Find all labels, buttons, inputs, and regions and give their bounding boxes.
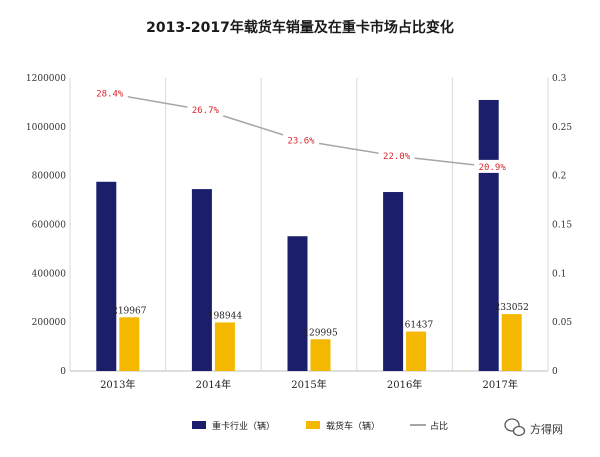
bar <box>406 331 427 371</box>
ratio-label-bg <box>283 133 319 147</box>
ratio-value-label: 20.9% <box>479 163 507 173</box>
y-left-tick-label: 1000000 <box>26 123 66 133</box>
x-tick-label: 2013年 <box>100 378 135 391</box>
axes: 0 200000 400000 600000 800000 1000000 1200000 0… <box>26 74 572 391</box>
ratio-value-label: 28.4% <box>96 90 124 100</box>
watermark-text: 方得网 <box>530 422 563 436</box>
legend-label: 重卡行业（辆） <box>212 420 275 432</box>
ratio-label-bg <box>378 149 415 163</box>
bar-value-label: 161437 <box>399 321 434 331</box>
bar-value-label: 129995 <box>303 328 338 338</box>
bar <box>119 317 140 371</box>
bar-value-label: 219967 <box>112 306 147 316</box>
wechat-icon <box>504 418 526 437</box>
grid <box>69 78 549 371</box>
ratio-line <box>108 92 494 169</box>
y-left-tick-label: 200000 <box>32 318 67 328</box>
legend-label: 载货车（辆） <box>326 420 380 432</box>
y-left-tick-label: 1200000 <box>26 74 66 84</box>
y-right-tick-label: 0.25 <box>552 123 572 133</box>
y-right-tick-label: 0.05 <box>552 318 572 328</box>
data-labels: 219967 198944 129995 161437 233052 28.4% 26.7%… <box>91 86 529 338</box>
y-left-tick-label: 0 <box>60 367 66 377</box>
legend-swatch <box>192 421 206 429</box>
y-right-tick-label: 0.2 <box>552 172 566 182</box>
bar <box>383 192 404 371</box>
ratio-value-label: 23.6% <box>287 137 315 147</box>
ratio-value-label: 26.7% <box>192 106 220 116</box>
legend-swatch <box>306 421 320 429</box>
bar <box>287 236 308 371</box>
bars <box>96 99 522 371</box>
ratio-value-label: 22.0% <box>383 152 411 162</box>
bar-value-label: 233052 <box>495 303 529 313</box>
y-left-tick-label: 400000 <box>32 269 67 279</box>
bar-value-label: 198944 <box>208 311 243 321</box>
x-tick-label: 2016年 <box>387 378 422 391</box>
ratio-line-path <box>109 92 493 168</box>
ratio-label-bg <box>187 103 224 117</box>
bar <box>191 189 212 371</box>
bar <box>96 181 117 371</box>
y-right-tick-label: 0.1 <box>552 269 566 279</box>
y-right-tick-label: 0.3 <box>552 74 567 84</box>
y-right-tick-label: 0 <box>552 367 558 377</box>
x-tick-label: 2015年 <box>291 378 326 391</box>
watermark: 方得网 <box>504 418 563 437</box>
y-right-tick-label: 0.15 <box>552 221 572 231</box>
ratio-label-bg <box>91 86 128 100</box>
chart-title: 2013-2017年载货车销量及在重卡市场占比变化 <box>146 19 454 36</box>
bar <box>478 99 499 371</box>
ratio-label-bg <box>474 159 511 173</box>
legend-label: 占比 <box>430 420 448 432</box>
legend: 重卡行业（辆） 载货车（辆） 占比 <box>192 420 448 432</box>
bar <box>501 314 522 371</box>
y-left-tick-label: 800000 <box>32 172 67 182</box>
x-tick-label: 2014年 <box>196 378 231 391</box>
bar <box>310 339 331 371</box>
x-tick-label: 2017年 <box>482 378 517 391</box>
y-left-tick-label: 600000 <box>32 221 67 231</box>
bar <box>214 322 235 371</box>
